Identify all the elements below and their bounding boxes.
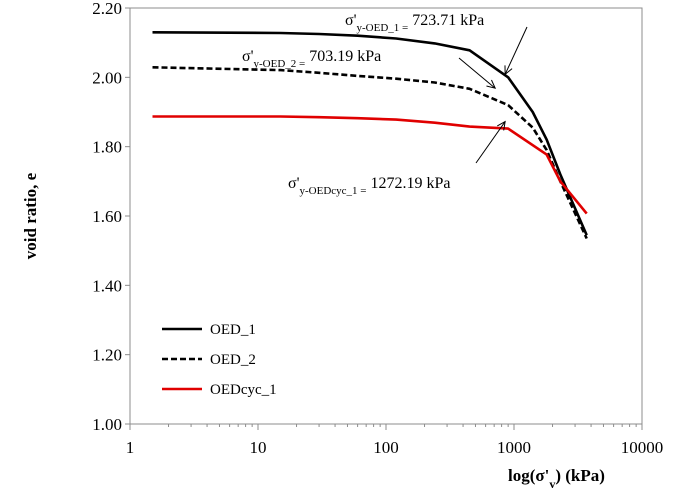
annotation-arrow (475, 121, 506, 164)
y-tick-label: 2.00 (92, 68, 122, 87)
annotation-arrow (504, 26, 528, 75)
annotation-arrowhead (497, 120, 506, 131)
annotation-label: σ'y-OEDcyc_1 = 1272.19 kPa (288, 175, 451, 197)
series-line-oedcyc-1 (152, 115, 588, 215)
x-tick-label: 1 (126, 438, 135, 457)
series-line-oed-1 (152, 31, 588, 236)
x-tick-label: 1000 (497, 438, 531, 457)
annotation-prefix: σ' (242, 48, 254, 65)
y-tick-label: 1.20 (92, 346, 122, 365)
annotation-value: 703.19 kPa (305, 48, 381, 65)
y-tick-label: 1.40 (92, 276, 122, 295)
y-tick-label: 1.60 (92, 207, 122, 226)
annotation-arrowhead (504, 65, 513, 76)
axes: 1.00 1.20 1.40 1.60 1.80 2.00 2.20 1 10 100 1000 10… (92, 0, 663, 457)
legend-label: OEDcyc_1 (210, 382, 277, 398)
y-tick-label: 1.80 (92, 138, 122, 157)
x-axis-title-sub: v (549, 477, 555, 491)
plot-area (152, 31, 588, 240)
x-axis-title-tail: ) (kPa) (555, 466, 605, 485)
annotation-arrow (458, 57, 496, 89)
annotation-subscript: y-OED_1 = (357, 22, 409, 34)
x-tick-label: 100 (373, 438, 399, 457)
legend-label: OED_2 (210, 352, 256, 368)
x-axis-title: log(σ'v) (kPa) (508, 466, 605, 491)
legend: OED_1 OED_2 OEDcyc_1 (162, 322, 277, 398)
annotation-prefix: σ' (345, 12, 357, 29)
series-line-oed-2 (152, 66, 588, 240)
y-tick-label: 1.00 (92, 415, 122, 434)
legend-label: OED_1 (210, 322, 256, 338)
annotation-value: 1272.19 kPa (367, 175, 451, 192)
annotation-subscript: y-OEDcyc_1 = (300, 185, 367, 197)
x-axis-title-main: log(σ' (508, 466, 549, 485)
annotation-subscript: y-OED_2 = (254, 58, 306, 70)
annotation-arrowhead (486, 79, 497, 89)
y-axis-title: void ratio, e (21, 172, 40, 259)
annotation-label: σ'y-OED_1 = 723.71 kPa (345, 12, 484, 34)
annotation-prefix: σ' (288, 175, 300, 192)
annotation-value: 723.71 kPa (408, 12, 484, 29)
annotation-label: σ'y-OED_2 = 703.19 kPa (242, 48, 381, 70)
x-tick-label: 10 (250, 438, 267, 457)
y-tick-label: 2.20 (92, 0, 122, 18)
x-tick-label: 10000 (621, 438, 664, 457)
